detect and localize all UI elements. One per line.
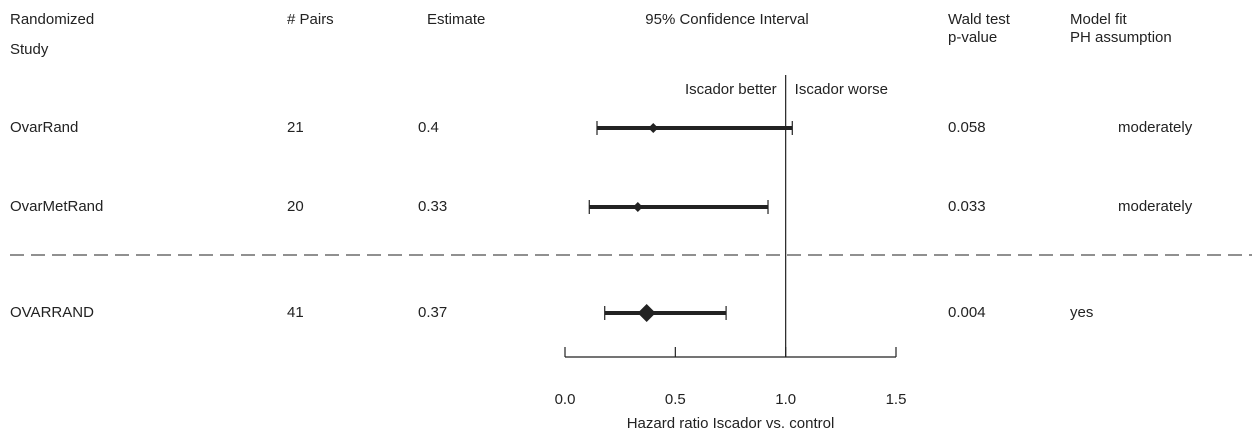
column-header: PH assumption [1070,29,1172,46]
estimate-marker [632,202,643,212]
column-header: Estimate [427,11,485,28]
model-fit: moderately [1118,119,1193,136]
p-value: 0.033 [948,198,986,215]
column-header: p-value [948,29,997,46]
p-value: 0.004 [948,304,986,321]
model-fit: yes [1070,304,1093,321]
x-tick-label: 1.0 [775,391,796,408]
annotation: Iscador better [685,81,777,98]
column-header: Model fit [1070,11,1128,28]
study-name: OvarMetRand [10,198,103,215]
annotation: Iscador worse [795,81,888,98]
column-header: # Pairs [287,11,334,28]
p-value: 0.058 [948,119,986,136]
column-header: Randomized [10,11,94,28]
estimate-marker [637,304,656,322]
study-name: OVARRAND [10,304,94,321]
column-header: Wald test [948,11,1011,28]
x-tick-label: 0.0 [555,391,576,408]
column-header: Study [10,41,49,58]
pairs-value: 21 [287,119,304,136]
study-name: OvarRand [10,119,78,136]
estimate-marker [648,123,659,133]
pairs-value: 41 [287,304,304,321]
pairs-value: 20 [287,198,304,215]
estimate-value: 0.4 [418,119,439,136]
x-tick-label: 1.5 [886,391,907,408]
estimate-value: 0.33 [418,198,447,215]
x-axis-label: Hazard ratio Iscador vs. control [627,415,835,432]
x-tick-label: 0.5 [665,391,686,408]
estimate-value: 0.37 [418,304,447,321]
column-header: 95% Confidence Interval [645,11,808,28]
model-fit: moderately [1118,198,1193,215]
